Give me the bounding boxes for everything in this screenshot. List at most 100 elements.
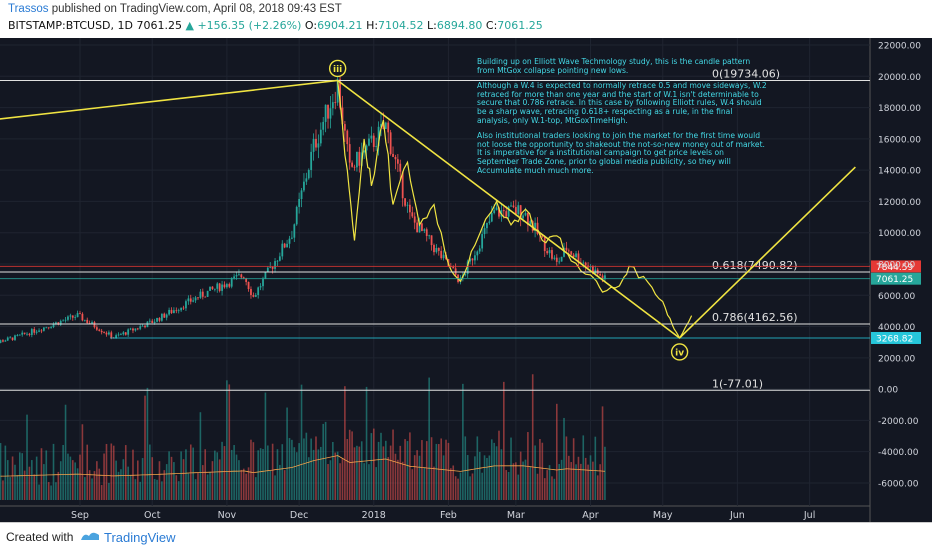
candle-body	[52, 324, 55, 328]
volume-bar	[351, 431, 353, 500]
price-axis[interactable]: 22000.00 20000.00 18000.00 16000.00 14000.00…	[878, 42, 921, 490]
candle-body	[319, 129, 322, 144]
volume-bar	[483, 455, 486, 500]
candle-body	[165, 314, 168, 318]
volume-bar	[115, 460, 117, 500]
volume-bar	[259, 448, 262, 500]
low-label: L:	[427, 19, 437, 32]
tradingview-logo-icon[interactable]	[80, 528, 100, 544]
volume-bar	[136, 460, 139, 500]
volume-bar	[421, 440, 423, 500]
candle-body	[375, 146, 378, 147]
volume-bar	[192, 447, 194, 500]
volume-bar	[416, 450, 418, 500]
wave-label: iii	[333, 65, 342, 75]
volume-bar	[21, 453, 24, 500]
candle-body	[428, 235, 431, 237]
candle-body	[170, 309, 173, 314]
volume-bar	[548, 465, 551, 500]
candle-body	[30, 329, 33, 335]
volume-bar	[16, 475, 19, 500]
candle-body	[209, 286, 211, 291]
candle-body	[563, 247, 565, 257]
candle-body	[401, 171, 404, 199]
volume-bar	[425, 441, 428, 500]
candle-body	[336, 79, 339, 103]
volume-bar	[344, 386, 346, 500]
candle-body	[303, 181, 305, 191]
candle-body	[377, 126, 380, 147]
candle-body	[370, 135, 373, 139]
candle-body	[317, 143, 320, 148]
close-label: C:	[485, 19, 498, 32]
volume-bar	[156, 479, 158, 500]
candle-body	[98, 329, 101, 331]
volume-bar	[310, 438, 312, 500]
price-tick-label: -4000.00	[878, 448, 919, 458]
time-tick-label: Dec	[290, 510, 308, 521]
fib-label: 0(19734.06)	[712, 67, 780, 80]
tradingview-brand[interactable]: TradingView	[104, 530, 176, 545]
volume-bar	[488, 455, 491, 500]
volume-bar	[457, 478, 459, 500]
candle-body	[177, 310, 180, 312]
candle-body	[570, 251, 573, 255]
time-tick-label: Apr	[582, 510, 599, 521]
volume-bar	[370, 433, 373, 500]
volume-bar	[50, 485, 52, 500]
candle-body	[107, 332, 110, 335]
time-tick-label: Oct	[144, 510, 161, 521]
volume-bar	[346, 439, 349, 500]
candle-body	[16, 335, 19, 336]
candle-body	[553, 257, 556, 259]
volume-bar	[329, 460, 332, 500]
volume-bar	[262, 448, 264, 500]
volume-bar	[175, 475, 178, 500]
candle-body	[62, 320, 65, 322]
candle-body	[271, 266, 274, 269]
chart-area[interactable]: 0(19734.06)0.618(7490.82)0.786(4162.56)1…	[0, 38, 932, 522]
candle-body	[416, 222, 419, 233]
time-tick-label: Jul	[803, 510, 815, 521]
candle-body	[324, 104, 327, 122]
candle-body	[124, 332, 127, 335]
volume-bar	[519, 451, 522, 500]
price-tag-box	[871, 331, 921, 344]
candle-body	[283, 243, 286, 248]
publish-line: Trassos published on TradingView.com, Ap…	[8, 3, 342, 15]
candle-body	[572, 254, 575, 258]
candle-body	[115, 335, 118, 339]
volume-bar	[168, 451, 170, 500]
candle-body	[264, 271, 267, 279]
candle-body	[153, 321, 156, 323]
candle-body	[47, 327, 50, 329]
candle-body	[478, 248, 481, 252]
candle-body	[276, 260, 279, 262]
time-axis[interactable]: Sep Oct Nov Dec 2018 Feb Mar Apr May Jun Jul	[71, 510, 815, 521]
volume-bar	[300, 384, 303, 500]
candle-body	[464, 274, 467, 276]
volume-bar	[141, 458, 144, 500]
candle-body	[512, 205, 515, 208]
candle-body	[100, 330, 103, 333]
volume-bar	[348, 429, 351, 500]
candle-body	[493, 210, 496, 214]
author-link[interactable]: Trassos	[8, 3, 49, 15]
volume-bar	[546, 470, 548, 500]
volume-bar	[375, 467, 377, 500]
volume-bar	[317, 449, 320, 500]
candle-body	[28, 333, 31, 335]
volume-bar	[276, 449, 279, 500]
candle-body	[399, 163, 402, 172]
price-tick-label: 6000.00	[878, 292, 915, 302]
candle-body	[413, 216, 416, 223]
candle-body	[139, 326, 142, 329]
price-chart[interactable]: 0(19734.06)0.618(7490.82)0.786(4162.56)1…	[0, 38, 932, 522]
volume-bar	[382, 446, 385, 500]
volume-bar	[127, 466, 129, 500]
volume-bar	[117, 471, 120, 500]
volume-bar	[555, 403, 558, 500]
candle-body	[134, 328, 137, 331]
volume-bar	[4, 445, 7, 500]
volume-bar	[474, 456, 476, 500]
